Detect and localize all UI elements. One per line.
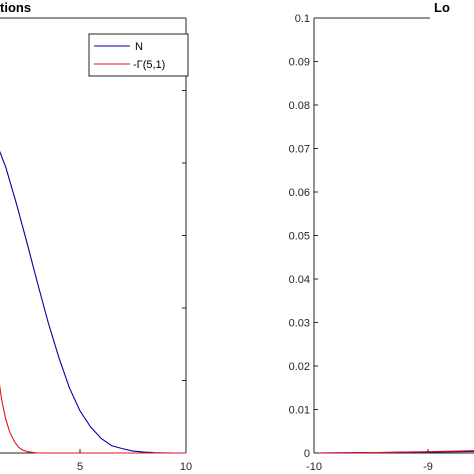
y-tick-label: 0.09	[289, 57, 310, 69]
left-x-ticks: 5 10	[77, 449, 192, 473]
y-tick-label: 0.07	[289, 144, 310, 156]
x-tick-label: -10	[306, 461, 322, 473]
right-chart: Lo 0 0.01 0.02 0.03 0.04 0.05 0.06 0.07 0.08 0.09…	[289, 0, 474, 473]
x-tick-label: 5	[77, 461, 83, 473]
x-tick-label: -9	[423, 461, 433, 473]
y-tick-label: 0.03	[289, 318, 310, 330]
y-tick-label: 0.08	[289, 100, 310, 112]
series-line-0-1	[0, 384, 186, 454]
right-chart-title: Lo	[434, 0, 450, 15]
y-tick-label: 0	[304, 448, 310, 460]
left-series-group	[0, 150, 186, 454]
left-chart-title: tions	[0, 0, 31, 15]
legend-box	[88, 33, 189, 77]
series-line-1-1	[313, 450, 474, 454]
right-axes	[313, 17, 474, 454]
y-tick-label: 0.06	[289, 187, 310, 199]
right-x-ticks: -10-9-8	[306, 449, 433, 473]
y-tick-label: 0.1	[295, 13, 310, 25]
y-tick-label: 0.01	[289, 405, 310, 417]
legend-label-gamma: -Γ(5,1)	[133, 59, 165, 71]
x-tick-label: 10	[180, 461, 192, 473]
series-line-0-0	[0, 150, 186, 454]
left-axes	[0, 17, 187, 454]
y-tick-label: 0.04	[289, 274, 310, 286]
legend: N -Γ(5,1)	[88, 33, 189, 77]
right-y-ticks: 0 0.01 0.02 0.03 0.04 0.05 0.06 0.07 0.08 0.09 0.1	[289, 13, 318, 460]
y-tick-label: 0.02	[289, 361, 310, 373]
left-chart: tions 5 10 N -Γ(5,1)	[0, 0, 192, 473]
legend-label-n: N	[135, 41, 143, 53]
right-series-group	[313, 450, 474, 454]
y-tick-label: 0.05	[289, 231, 310, 243]
